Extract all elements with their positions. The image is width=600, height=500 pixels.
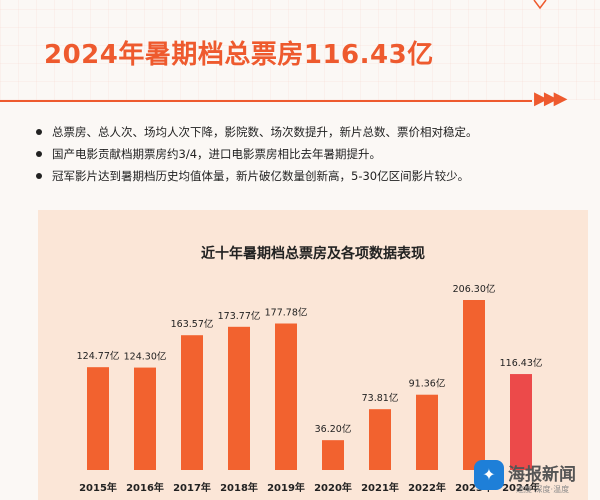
x-tick-label: 2020年 [314,481,352,494]
bar-2018年 [228,326,250,470]
list-item-text: 冠军影片达到暑期档历史均值体量，新片破亿数量创新高，5-30亿区间影片较少。 [52,169,470,183]
list-item-text: 总票房、总人次、场均人次下降，影院数、场次数提升，新片总数、票价相对稳定。 [52,125,478,139]
x-tick-label: 2022年 [408,481,446,494]
bullet-icon [36,129,42,135]
bullet-icon [36,151,42,157]
background-pattern [0,0,600,100]
x-tick-label: 2015年 [79,481,117,494]
watermark-name: 海报新闻 [508,465,576,485]
x-tick-label: 2016年 [126,481,164,494]
data-label: 163.57亿 [171,318,214,330]
page-title: 2024年暑期档总票房116.43亿 [44,40,434,70]
bar-2019年 [275,323,297,470]
x-tick-label: 2017年 [173,481,211,494]
data-label: 206.30亿 [453,283,496,295]
bar-2021年 [369,409,391,470]
list-item: 总票房、总人次、场均人次下降，影院数、场次数提升，新片总数、票价相对稳定。 [36,121,478,143]
watermark: ✦ 海报新闻 速度·深度·温度 [474,458,594,498]
bar-2023年 [463,300,485,470]
data-label: 36.20亿 [315,423,352,435]
list-item-text: 国产电影贡献档期票房约3/4，进口电影票房相比去年暑期提升。 [52,147,382,161]
data-label: 173.77亿 [218,310,261,322]
bar-2016年 [134,367,156,470]
title-divider [0,100,532,102]
chart-panel [38,210,588,500]
bar-2024年 [510,374,532,470]
bar-2022年 [416,394,438,470]
chart-title: 近十年暑期档总票房及各项数据表现 [201,246,425,262]
data-label: 124.30亿 [124,351,167,363]
data-label: 177.78亿 [265,307,308,319]
data-label: 73.81亿 [362,392,399,404]
data-label: 91.36亿 [409,378,446,390]
x-tick-label: 2019年 [267,481,305,494]
penguin-icon: ✦ [474,460,504,490]
bar-2020年 [322,440,344,470]
arrow-right-icon: ▶▶▶ [534,88,567,109]
x-tick-label: 2024年 [502,481,540,494]
box-office-bar-chart: 124.77亿 2015年 124.30亿 2016年 163.57亿 2017年 173.… [77,283,543,494]
bar-2017年 [181,335,203,470]
data-label: 116.43亿 [500,357,543,369]
list-item: 国产电影贡献档期票房约3/4，进口电影票房相比去年暑期提升。 [36,143,478,165]
x-tick-label: 2018年 [220,481,258,494]
x-tick-label: 2021年 [361,481,399,494]
bullet-icon [36,173,42,179]
summary-list: 总票房、总人次、场均人次下降，影院数、场次数提升，新片总数、票价相对稳定。 国产… [36,121,478,187]
decorative-arrow-icon [533,0,547,10]
data-label: 124.77亿 [77,350,120,362]
watermark-slogan: 速度·深度·温度 [516,485,570,494]
list-item: 冠军影片达到暑期档历史均值体量，新片破亿数量创新高，5-30亿区间影片较少。 [36,165,478,187]
bar-2015年 [87,367,109,470]
